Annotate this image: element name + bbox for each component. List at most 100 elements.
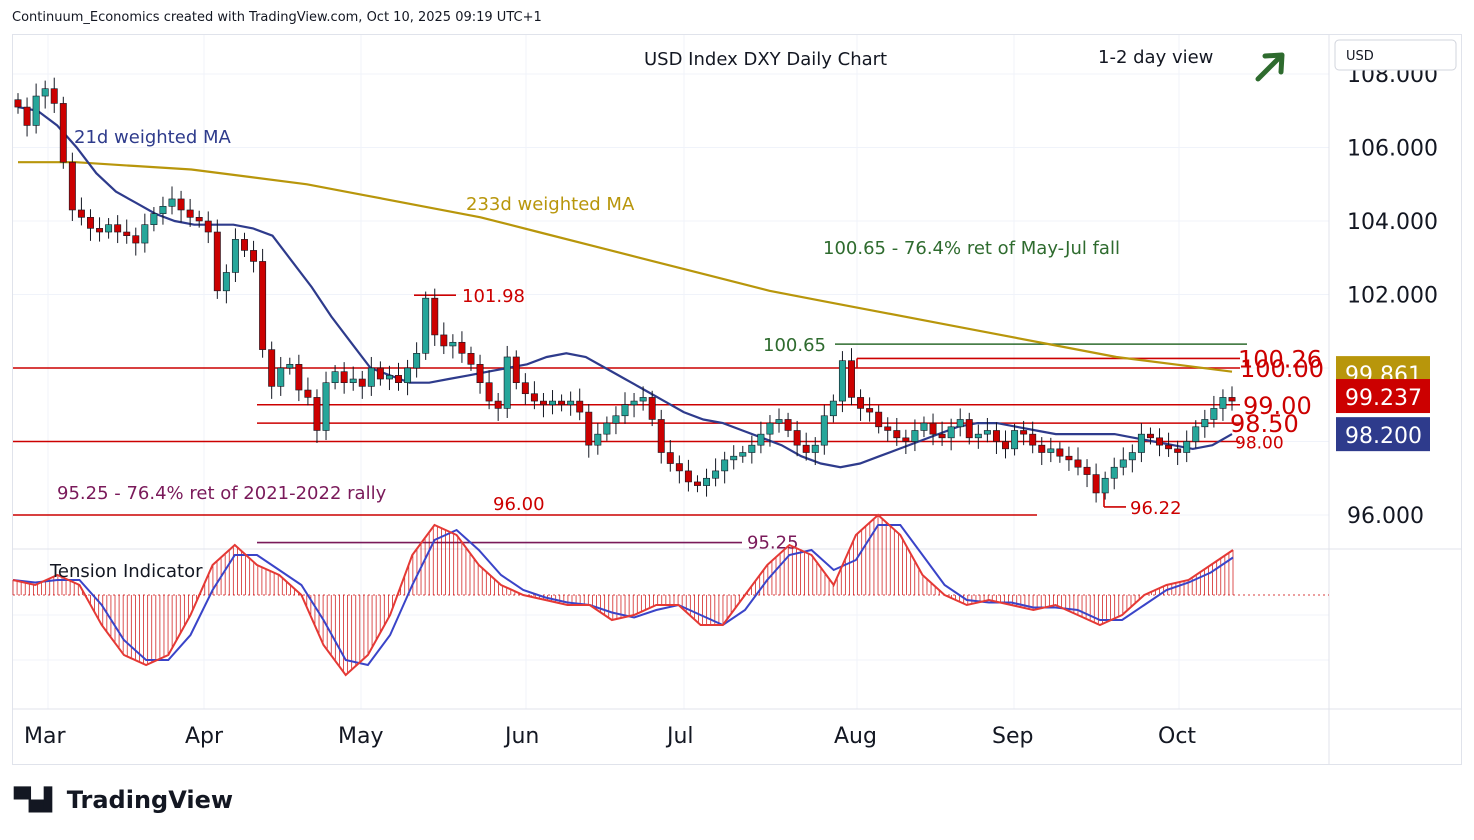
candle-body (992, 430, 1000, 442)
candle-body (23, 106, 31, 126)
time-axis-label: Aug (834, 724, 877, 749)
candle-body (304, 389, 312, 398)
candle-body (938, 433, 946, 439)
candle-body (476, 364, 484, 384)
candle-body (730, 455, 738, 461)
candle-body (875, 411, 883, 428)
candle-body (132, 235, 140, 244)
candle-body (286, 364, 294, 369)
candle-body (684, 470, 692, 483)
view-label: 1-2 day view (1098, 47, 1213, 68)
candle-body (1038, 444, 1046, 453)
candles (14, 77, 1236, 503)
candle-body (14, 99, 22, 108)
level-label: 96.22 (1130, 498, 1182, 519)
candle-body (1002, 441, 1009, 450)
candle-body (757, 433, 765, 446)
candle-body (222, 272, 230, 292)
level-label: 100.26 (1238, 345, 1322, 373)
candle-body (231, 239, 239, 273)
tradingview-brand-label: TradingView (66, 786, 234, 814)
candle-body (766, 422, 774, 435)
price-tick-label: 96.000 (1347, 504, 1424, 529)
tradingview-logo-icon: ▀▄▌ (14, 787, 61, 813)
candle-body (1174, 448, 1182, 453)
price-badge-label: 99.237 (1345, 386, 1422, 411)
candle-body (322, 382, 330, 431)
candle-body (123, 231, 131, 236)
candle-body (395, 375, 402, 384)
candle-body (1228, 397, 1236, 402)
price-tick-label: 102.000 (1347, 284, 1438, 309)
candle-body (494, 400, 502, 409)
time-axis-label: Jul (665, 724, 694, 749)
candle-body (458, 341, 466, 354)
candle-body (576, 400, 584, 413)
candle-body (87, 217, 94, 229)
time-axis-label: Mar (24, 724, 66, 749)
candle-body (612, 415, 620, 424)
candle-body (404, 367, 412, 383)
price-tick-label: 106.000 (1347, 137, 1438, 162)
candle-body (712, 470, 720, 479)
candle-body (503, 356, 511, 409)
candle-body (114, 224, 122, 233)
candle-body (1146, 433, 1154, 439)
candle-body (648, 397, 656, 420)
candle-body (1083, 466, 1091, 475)
candle-body (467, 352, 475, 365)
candle-body (965, 419, 973, 439)
candle-body (956, 419, 964, 428)
candle-body (1210, 408, 1218, 420)
candle-body (666, 452, 674, 464)
candle-body (893, 430, 901, 439)
tension-signal-line (12, 524, 1234, 667)
candle-body (367, 367, 375, 387)
tension-indicator-label: Tension Indicator (49, 561, 203, 582)
candle-body (530, 393, 538, 402)
candle-body (32, 95, 40, 126)
level-label: 100.65 (763, 335, 826, 356)
level-label: 100.00 (1240, 355, 1324, 383)
chart-attribution: Continuum_Economics created with Trading… (12, 10, 542, 25)
ma21-label: 21d weighted MA (74, 127, 231, 148)
currency-badge[interactable]: USD (1334, 39, 1457, 71)
candle-body (213, 231, 221, 292)
candle-body (703, 477, 711, 486)
candle-body (150, 213, 158, 225)
candle-body (793, 430, 801, 446)
candle-body (585, 411, 593, 446)
candle-body (721, 459, 729, 472)
candle-body (96, 228, 104, 233)
candle-body (594, 433, 602, 446)
ma233-line (18, 161, 1233, 373)
level-label: 101.98 (462, 286, 525, 307)
ma233-series (18, 161, 1233, 373)
candle-body (911, 430, 919, 442)
candle-body (630, 400, 638, 406)
ma233-label: 233d weighted MA (466, 194, 635, 215)
candle-body (929, 422, 937, 435)
up-arrow-icon (1255, 52, 1285, 82)
candle-body (1156, 437, 1163, 446)
ma21-series (17, 106, 1233, 469)
candle-body (422, 297, 430, 354)
candle-body (567, 400, 575, 406)
candle-body (1165, 444, 1173, 450)
level-label: 99.00 (1243, 392, 1312, 420)
ma21-line (17, 106, 1233, 469)
candle-body (340, 371, 348, 383)
candle-body (820, 415, 828, 446)
candle-body (621, 404, 629, 417)
time-axis-label: Apr (185, 724, 224, 749)
candle-body (775, 419, 783, 424)
candle-body (1029, 433, 1037, 446)
candle-body (331, 371, 339, 383)
candle-body (177, 198, 185, 211)
retracement-upper-label: 100.65 - 76.4% ret of May-Jul fall (823, 238, 1120, 259)
candle-body (277, 367, 285, 387)
candle-body (431, 297, 439, 336)
candle-body (811, 444, 819, 453)
